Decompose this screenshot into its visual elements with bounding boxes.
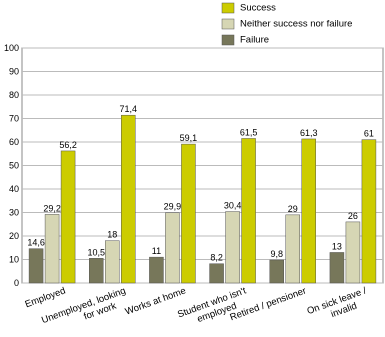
bar: [225, 211, 240, 284]
bar: [121, 114, 136, 284]
y-tick-label: 0: [14, 278, 19, 288]
bar: [329, 252, 345, 284]
y-tick-label: 10: [9, 255, 19, 265]
value-label: 26: [348, 211, 358, 221]
bar: [209, 263, 224, 284]
bar: [44, 214, 60, 284]
value-label: 8,2: [210, 253, 223, 263]
bar: [269, 259, 284, 284]
legend-label: Success: [240, 3, 276, 14]
bar: [241, 138, 256, 284]
legend-swatch: [221, 2, 235, 14]
value-label: 9,8: [270, 249, 283, 259]
bar: [105, 240, 120, 284]
value-label: 71,4: [119, 104, 137, 114]
x-tick-label: Employed: [24, 285, 67, 310]
value-label: 59,1: [180, 133, 198, 143]
value-label: 30,4: [224, 201, 242, 211]
legend-swatch: [221, 34, 235, 46]
y-tick-label: 60: [9, 137, 19, 147]
value-label: 13: [332, 241, 342, 251]
value-label: 10,5: [87, 247, 105, 257]
bar: [60, 150, 76, 284]
y-tick-label: 40: [9, 184, 19, 194]
legend-swatch: [221, 18, 235, 30]
legend-label: Neither success nor failure: [240, 19, 352, 30]
x-tick-label: On sick leave / invalid: [306, 285, 372, 327]
y-tick-label: 90: [9, 67, 19, 77]
value-label: 14,6: [27, 238, 45, 248]
y-tick-label: 30: [9, 208, 19, 218]
value-label: 56,2: [59, 140, 77, 150]
value-label: 61,3: [300, 128, 318, 138]
y-tick-label: 80: [9, 90, 19, 100]
value-label: 11: [152, 246, 161, 256]
bar: [345, 221, 361, 284]
y-tick-label: 100: [4, 43, 19, 53]
bar: [149, 256, 164, 284]
value-label: 29: [288, 204, 298, 214]
bar: [285, 214, 300, 284]
value-label: 29,9: [164, 202, 182, 212]
bar: [361, 139, 377, 284]
y-tick-label: 20: [9, 231, 19, 241]
value-label: 29,2: [43, 203, 61, 213]
value-label: 18: [107, 230, 117, 240]
bar: [181, 143, 196, 284]
value-label: 61,5: [240, 127, 258, 137]
y-tick-label: 70: [9, 114, 19, 124]
value-label: 61: [364, 129, 374, 139]
y-tick-label: 50: [9, 161, 19, 171]
bar: [301, 138, 316, 284]
bar: [165, 212, 180, 284]
bar: [89, 258, 104, 284]
legend-label: Failure: [240, 35, 269, 46]
bar: [28, 248, 44, 284]
